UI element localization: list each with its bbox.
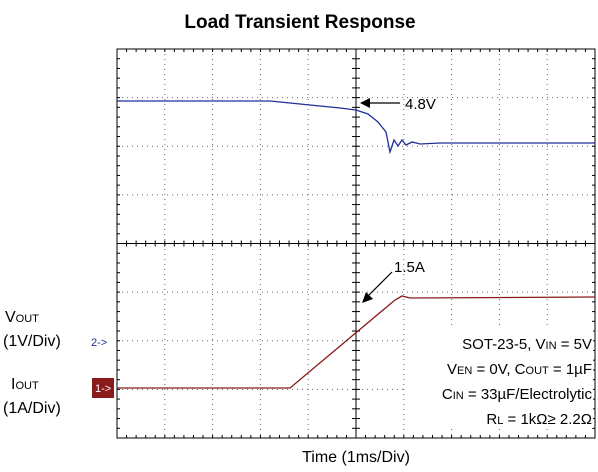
note-sub: OUT <box>526 365 550 377</box>
name-sub: OUT <box>15 380 39 392</box>
notes-bg <box>405 328 593 428</box>
channel-name: IOUT <box>11 376 39 393</box>
channel-marker: 1-> <box>95 383 111 395</box>
note-sub: EN <box>457 365 472 377</box>
note-text: C <box>442 386 453 403</box>
x-label: Time (1ms/Div) <box>302 449 410 466</box>
annotation: 4.8V <box>405 96 436 113</box>
channel-scale: (1A/Div) <box>3 400 61 417</box>
note-text: R <box>486 411 497 428</box>
title: Load Transient Response <box>184 12 415 33</box>
note-line: CIN = 33µF/Electrolytic <box>442 386 593 403</box>
note-sub: IN <box>546 340 557 352</box>
channel-marker: 2-> <box>91 337 107 349</box>
note-sub: IN <box>453 390 464 402</box>
plot-border <box>116 48 596 439</box>
note-text: = 1µF <box>549 361 592 378</box>
channel-name: VOUT <box>5 309 39 326</box>
arrowhead <box>360 98 370 108</box>
channel-scale: (1V/Div) <box>3 333 61 350</box>
name-main: I <box>11 376 15 393</box>
channel-labels: VOUT(1V/Div) 2->IOUT(1A/Div)1-> <box>3 309 114 417</box>
note-text: = 0V, C <box>472 361 525 378</box>
note-text: = 1kΩ≥ 2.2Ω <box>503 411 592 428</box>
name-sub: OUT <box>16 313 40 325</box>
note-text: = 5V <box>557 336 592 353</box>
note-sub: L <box>497 415 503 427</box>
note-line: RL = 1kΩ≥ 2.2Ω <box>486 411 592 428</box>
note-line: VEN = 0V, COUT = 1µF <box>447 361 592 378</box>
note-text: = 33µF/Electrolytic <box>464 386 593 403</box>
arrowhead <box>362 292 373 303</box>
annotation: 1.5A <box>394 259 425 276</box>
note-text: SOT-23-5, V <box>462 336 545 353</box>
name-main: V <box>5 309 16 326</box>
iout-trace <box>117 295 596 389</box>
vout-trace <box>117 100 595 155</box>
channel-marker-bg <box>92 378 114 398</box>
note-text: V <box>447 361 457 378</box>
note-line: SOT-23-5, VIN = 5V <box>462 336 592 353</box>
